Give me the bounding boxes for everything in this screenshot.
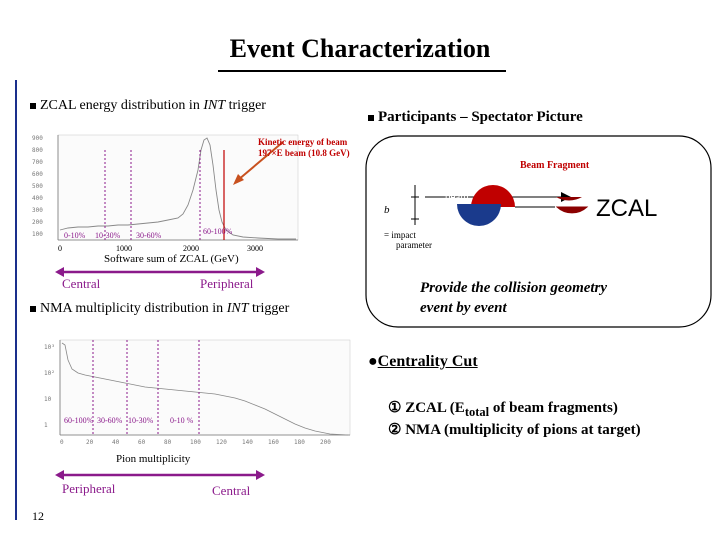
beam-nucleus bbox=[471, 185, 515, 207]
centrality-arrow-top bbox=[55, 267, 265, 277]
bullet-square-icon bbox=[30, 305, 36, 312]
zcal-histogram: 900 800 700 600 500 400 300 200 100 bbox=[32, 134, 299, 241]
centrality-item-zcal: ① ZCAL (Etotal of beam fragments) bbox=[388, 400, 618, 419]
svg-text:10³: 10³ bbox=[44, 344, 55, 351]
target-label: target bbox=[459, 225, 484, 237]
title-underline bbox=[218, 70, 506, 72]
participants-heading: Participants – Spectator Picture bbox=[368, 109, 583, 126]
nma-histogram: 10³ 10² 10 1 0 20 40 60 80 100 120 140 160 180 200 bbox=[44, 339, 351, 446]
zcal-xtick: 2000 bbox=[183, 244, 199, 253]
beam-fragment-half bbox=[556, 197, 582, 201]
bullet-square-icon bbox=[30, 102, 36, 109]
svg-text:10: 10 bbox=[44, 396, 52, 403]
slide-left-border bbox=[15, 80, 17, 520]
zcal-xtick: 1000 bbox=[116, 244, 132, 253]
peripheral-label: Peripheral bbox=[200, 276, 254, 291]
zcal-xtick: 0 bbox=[58, 244, 62, 253]
nma-xtick: 20 bbox=[86, 439, 94, 446]
beam-fragment-label: Beam Fragment bbox=[520, 160, 590, 171]
nma-xtick: 0 bbox=[60, 439, 64, 446]
nma-heading: NMA multiplicity distribution in INT tri… bbox=[30, 301, 289, 317]
centrality-arrow-bottom bbox=[55, 470, 265, 480]
nma-distribution-curve bbox=[61, 342, 349, 436]
nma-xtick: 200 bbox=[320, 439, 331, 446]
zcal-bin-60-100: 60-100% bbox=[203, 227, 233, 236]
beam-label: beam bbox=[445, 191, 469, 203]
collision-diagram bbox=[365, 135, 712, 328]
centrality-cut-heading: ●Centrality Cut bbox=[368, 353, 478, 370]
nma-xtick: 40 bbox=[112, 439, 120, 446]
zcal-ytick: 200 bbox=[32, 219, 43, 226]
target-nucleus bbox=[457, 204, 501, 226]
nma-xtick: 160 bbox=[268, 439, 279, 446]
software-sum-label: Software sum of ZCAL (GeV) bbox=[104, 253, 239, 265]
zcal-ytick: 500 bbox=[32, 183, 43, 190]
impact-b-label: b bbox=[384, 204, 390, 216]
nma-xtick: 80 bbox=[164, 439, 172, 446]
zcal-distribution-curve bbox=[59, 137, 296, 240]
zcal-ytick: 300 bbox=[32, 207, 43, 214]
pion-multiplicity-label: Pion multiplicity bbox=[116, 453, 191, 465]
zcal-ytick: 800 bbox=[32, 147, 43, 154]
nma-xtick: 120 bbox=[216, 439, 227, 446]
zcal-detector-label: ZCAL bbox=[596, 195, 658, 222]
peripheral-label-2: Peripheral bbox=[62, 481, 116, 496]
circled-two-icon: ② bbox=[388, 422, 402, 438]
zcal-ytick: 700 bbox=[32, 159, 43, 166]
central-label: Central bbox=[62, 276, 101, 291]
diagram-frame bbox=[365, 135, 712, 328]
nma-xtick: 60 bbox=[138, 439, 146, 446]
arrow-left-icon bbox=[55, 267, 64, 277]
bullet-square-icon bbox=[368, 114, 374, 121]
central-label-2: Central bbox=[212, 483, 251, 498]
nma-xtick: 100 bbox=[190, 439, 201, 446]
beam-note-arrowhead bbox=[233, 174, 244, 185]
circled-one-icon: ① bbox=[388, 400, 402, 416]
beam-note-arrow bbox=[237, 141, 284, 181]
svg-text:10²: 10² bbox=[44, 370, 55, 377]
arrow-left-icon bbox=[55, 470, 64, 480]
arrow-right-icon bbox=[256, 470, 265, 480]
page-number: 12 bbox=[32, 509, 44, 523]
centrality-item-nma: ② NMA (multiplicity of pions at target) bbox=[388, 422, 641, 438]
nma-xtick: 140 bbox=[242, 439, 253, 446]
arrow-right-icon bbox=[256, 267, 265, 277]
zcal-bin-0-10: 0-10% bbox=[64, 231, 86, 240]
beam-note: Kinetic energy of beam 197×E beam (10.8 … bbox=[258, 137, 350, 158]
zcal-heading: ZCAL energy distribution in INT trigger bbox=[30, 98, 266, 114]
zcal-ytick: 400 bbox=[32, 195, 43, 202]
nma-bin: 60-100% bbox=[64, 416, 94, 425]
zcal-ytick: 100 bbox=[32, 231, 43, 238]
beam-fragment-nucleus bbox=[555, 206, 589, 214]
zcal-xtick: 3000 bbox=[247, 244, 263, 253]
zcal-bin-30-60: 30-60% bbox=[136, 231, 162, 240]
zcal-ytick: 600 bbox=[32, 171, 43, 178]
nma-bin: 30-60% bbox=[97, 416, 123, 425]
nma-bin: 0-10 % bbox=[170, 416, 194, 425]
provide-geometry-text: Provide the collision geometry event by … bbox=[420, 280, 608, 316]
nma-xtick: 180 bbox=[294, 439, 305, 446]
bullet-dot-icon: ● bbox=[368, 353, 378, 370]
page-title: Event Characterization bbox=[229, 34, 491, 63]
impact-parameter-label: = impact parameter bbox=[384, 230, 432, 250]
nma-bin: 10-30% bbox=[128, 416, 154, 425]
zcal-bin-10-30: 10-30% bbox=[95, 231, 121, 240]
zcal-ytick: 900 bbox=[32, 135, 43, 142]
svg-text:1: 1 bbox=[44, 422, 48, 429]
